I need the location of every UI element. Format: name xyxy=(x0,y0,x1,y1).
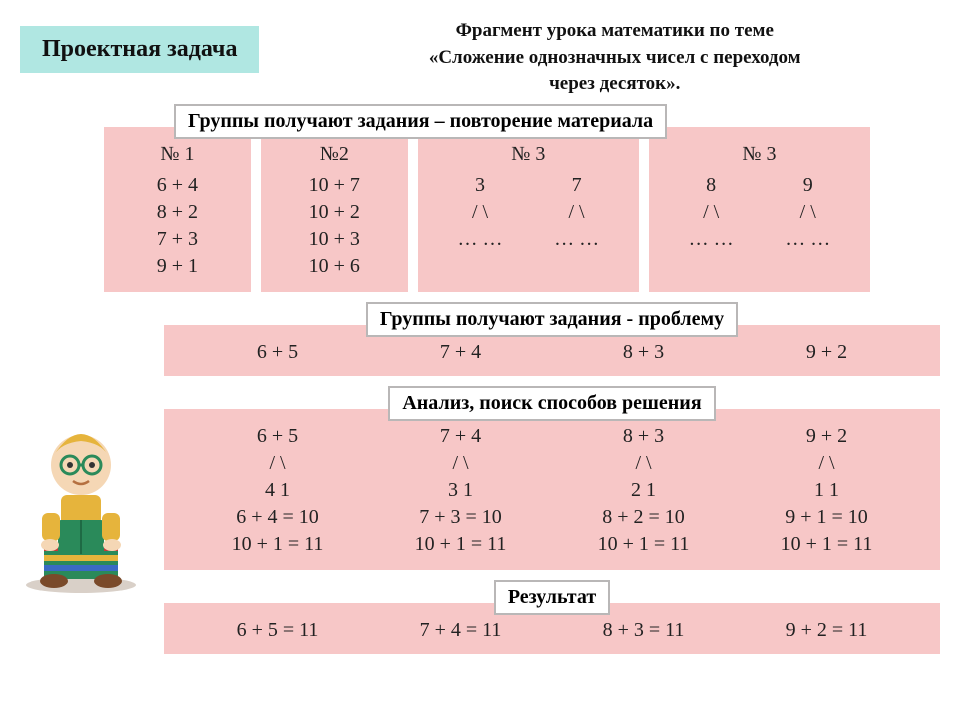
result-item: 6 + 5 = 11 xyxy=(186,617,369,644)
task-box-3-header: № 3 xyxy=(432,141,625,168)
task-line: 10 + 2 xyxy=(275,199,394,226)
eq: 7 + 3 = 10 xyxy=(369,504,552,531)
task-box-2-header: №2 xyxy=(275,141,394,168)
task-boxes-row: № 1 6 + 4 8 + 2 7 + 3 9 + 1 №2 10 + 7 10… xyxy=(34,127,940,292)
task-line: 10 + 3 xyxy=(275,226,394,253)
section-header-3-text: Анализ, поиск способов решения xyxy=(402,392,701,414)
task-line: 8 + 2 xyxy=(118,199,237,226)
task-line: 7 + 3 xyxy=(118,226,237,253)
eq: 10 + 1 = 11 xyxy=(369,531,552,558)
student-illustration xyxy=(6,395,156,595)
eq: 10 + 1 = 11 xyxy=(186,531,369,558)
task-box-4: № 3 8 9 / \ / \ … … … … xyxy=(649,127,870,292)
task-line: 10 + 6 xyxy=(275,253,394,280)
task-line: 9 + 1 xyxy=(118,253,237,280)
eq: 6 + 4 = 10 xyxy=(186,504,369,531)
split: 1 1 xyxy=(735,477,918,504)
task-line: 10 + 7 xyxy=(275,172,394,199)
split: 4 1 xyxy=(186,477,369,504)
problem-item: 7 + 4 xyxy=(369,339,552,366)
num: 3 xyxy=(475,172,485,199)
analysis-col-1: 6 + 5 / \ 4 1 6 + 4 = 10 10 + 1 = 11 xyxy=(186,423,369,558)
section-header-4-text: Результат xyxy=(508,586,596,608)
analysis-col-3: 8 + 3 / \ 2 1 8 + 2 = 10 10 + 1 = 11 xyxy=(552,423,735,558)
eq: 10 + 1 = 11 xyxy=(735,531,918,558)
num: 9 xyxy=(803,172,813,199)
problem-item: 8 + 3 xyxy=(552,339,735,366)
section-header-2-text: Группы получают задания - проблему xyxy=(380,308,724,330)
section-header-3: Анализ, поиск способов решения xyxy=(388,386,715,421)
dots: … … xyxy=(689,226,734,253)
dots: … … xyxy=(554,226,599,253)
task-box-3: № 3 3 7 / \ / \ … … … … xyxy=(418,127,639,292)
num: 7 xyxy=(572,172,582,199)
branch: / \ xyxy=(552,450,735,477)
branch: / \ xyxy=(369,450,552,477)
eq: 9 + 1 = 10 xyxy=(735,504,918,531)
task-box-1: № 1 6 + 4 8 + 2 7 + 3 9 + 1 xyxy=(104,127,251,292)
expr: 8 + 3 xyxy=(552,423,735,450)
subtitle-line-3: через десяток». xyxy=(549,73,680,94)
subtitle-line-1: Фрагмент урока математики по теме xyxy=(456,20,774,41)
result-item: 7 + 4 = 11 xyxy=(369,617,552,644)
eq: 8 + 2 = 10 xyxy=(552,504,735,531)
task-box-4-header: № 3 xyxy=(663,141,856,168)
expr: 6 + 5 xyxy=(186,423,369,450)
expr: 7 + 4 xyxy=(369,423,552,450)
subtitle: Фрагмент урока математики по теме «Сложе… xyxy=(289,18,940,98)
branch: / \ xyxy=(703,199,719,226)
result-item: 9 + 2 = 11 xyxy=(735,617,918,644)
problem-item: 6 + 5 xyxy=(186,339,369,366)
task-box-1-header: № 1 xyxy=(118,141,237,168)
task-box-2: №2 10 + 7 10 + 2 10 + 3 10 + 6 xyxy=(261,127,408,292)
lower-content: Группы получают задания - проблему 6 + 5… xyxy=(164,302,940,654)
analysis-col-4: 9 + 2 / \ 1 1 9 + 1 = 10 10 + 1 = 11 xyxy=(735,423,918,558)
section-header-1: Группы получают задания – повторение мат… xyxy=(174,104,667,139)
branch: / \ xyxy=(569,199,585,226)
split: 3 1 xyxy=(369,477,552,504)
branch: / \ xyxy=(472,199,488,226)
problem-item: 9 + 2 xyxy=(735,339,918,366)
result-item: 8 + 3 = 11 xyxy=(552,617,735,644)
dots: … … xyxy=(458,226,503,253)
section-header-2: Группы получают задания - проблему xyxy=(366,302,738,337)
dots: … … xyxy=(785,226,830,253)
subtitle-line-2: «Сложение однозначных чисел с переходом xyxy=(429,47,801,68)
branch: / \ xyxy=(800,199,816,226)
eq: 10 + 1 = 11 xyxy=(552,531,735,558)
branch: / \ xyxy=(735,450,918,477)
split: 2 1 xyxy=(552,477,735,504)
title-badge: Проектная задача xyxy=(20,26,259,73)
analysis-col-2: 7 + 4 / \ 3 1 7 + 3 = 10 10 + 1 = 11 xyxy=(369,423,552,558)
task-line: 6 + 4 xyxy=(118,172,237,199)
branch: / \ xyxy=(186,450,369,477)
top-bar: Проектная задача Фрагмент урока математи… xyxy=(0,0,960,104)
num: 8 xyxy=(706,172,716,199)
analysis-strip: 6 + 5 / \ 4 1 6 + 4 = 10 10 + 1 = 11 7 +… xyxy=(164,409,940,570)
expr: 9 + 2 xyxy=(735,423,918,450)
section-header-4: Результат xyxy=(494,580,610,615)
section-header-1-text: Группы получают задания – повторение мат… xyxy=(188,110,653,132)
